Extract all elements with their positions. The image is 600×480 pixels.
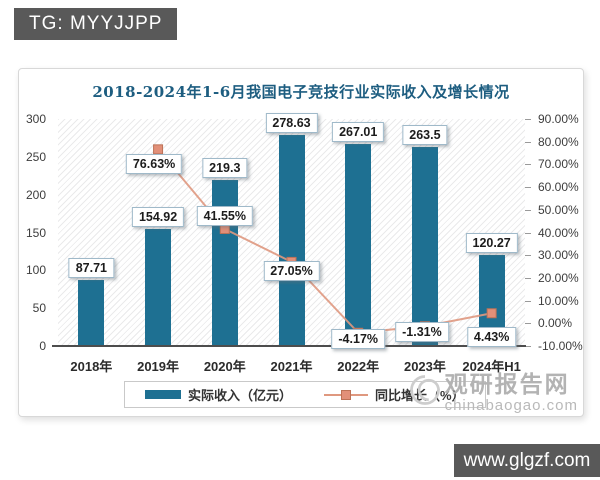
legend-item-revenue: 实际收入（亿元） xyxy=(145,385,292,404)
growth-line xyxy=(153,144,497,338)
growth-value-label: 41.55% xyxy=(196,205,253,226)
bar xyxy=(145,228,172,346)
line-swatch-icon xyxy=(324,389,369,400)
right-axis-tick-mark xyxy=(525,119,531,120)
footer-url-label: www.glgzf.com xyxy=(463,449,591,471)
chart-panel: 2018-2024年1-6月我国电子竞技行业实际收入及增长情况 300 250 20… xyxy=(18,68,584,417)
bar-value-label: 154.92 xyxy=(131,206,185,227)
left-axis-tick-label: 100 xyxy=(25,263,46,278)
left-axis-tick-label: 200 xyxy=(25,187,46,202)
right-axis-tick-label: 70.00% xyxy=(538,157,579,172)
right-axis-tick-label: 20.00% xyxy=(538,270,579,285)
right-axis-tick-mark xyxy=(525,209,531,211)
bar-value-label: 263.5 xyxy=(402,124,448,145)
right-axis-tick-label: -10.00% xyxy=(538,339,583,353)
tg-contact-badge: TG: MYYJJPP xyxy=(14,8,178,40)
growth-value-label: 76.63% xyxy=(125,154,183,175)
watermark-site-url: chinabaogao.com xyxy=(444,397,578,414)
right-axis-tick-label: 0.00% xyxy=(538,316,573,331)
right-axis-tick-mark xyxy=(525,141,531,143)
right-axis-tick-mark xyxy=(525,187,531,189)
bar xyxy=(278,135,305,346)
right-axis-tick-label: 10.00% xyxy=(538,293,579,308)
bar xyxy=(78,279,105,346)
right-axis-tick-label: 80.00% xyxy=(538,134,579,149)
bar xyxy=(411,146,438,346)
bar-value-label: 267.01 xyxy=(332,121,385,142)
right-axis-tick-mark xyxy=(525,232,531,234)
x-axis-label: 2022年 xyxy=(337,359,380,374)
bar-swatch-icon xyxy=(145,390,181,399)
right-axis-tick-label: 90.00% xyxy=(538,112,579,126)
left-axis-tick-label: 150 xyxy=(25,225,46,240)
watermark-logo-icon xyxy=(409,374,440,405)
growth-marker xyxy=(153,144,164,155)
x-axis-label: 2021年 xyxy=(270,359,313,374)
bar-value-label: 87.71 xyxy=(68,257,114,278)
x-axis-label: 2018年 xyxy=(70,359,113,374)
left-axis-tick-label: 0 xyxy=(39,339,46,353)
right-axis-tick-mark xyxy=(525,300,531,302)
x-axis-label: 2024年H1 xyxy=(462,359,521,374)
right-axis-tick-mark xyxy=(525,164,531,166)
legend-label-revenue: 实际收入（亿元） xyxy=(188,388,293,403)
left-axis-tick-label: 50 xyxy=(32,301,46,316)
right-axis-tick-label: 50.00% xyxy=(538,202,579,217)
right-axis-tick-mark xyxy=(525,323,531,325)
right-axis: 90.00% 80.00% 70.00% 60.00% 50.00% 40.00% 30.0… xyxy=(525,112,585,353)
growth-value-label: -1.31% xyxy=(395,322,449,343)
footer-url-badge: www.glgzf.com xyxy=(454,444,600,477)
chart-title: 2018-2024年1-6月我国电子竞技行业实际收入及增长情况 xyxy=(92,83,510,101)
right-axis-tick-mark xyxy=(525,255,531,257)
x-axis-label: 2023年 xyxy=(403,359,446,374)
right-axis-tick-mark xyxy=(525,346,531,347)
growth-value-label: 27.05% xyxy=(263,260,320,281)
plot-area: 87.71 154.92 219.3 278.63 267.01 263.5 120.27 7… xyxy=(58,113,525,349)
bar xyxy=(345,143,372,346)
growth-value-label: 4.43% xyxy=(466,327,517,348)
left-axis: 300 250 200 150 100 50 0 xyxy=(19,112,52,353)
right-axis-tick-label: 30.00% xyxy=(538,248,579,263)
growth-marker xyxy=(486,308,497,319)
right-axis-tick-label: 40.00% xyxy=(538,225,579,240)
left-axis-tick-label: 250 xyxy=(25,149,46,164)
bar-value-label: 219.3 xyxy=(202,158,248,179)
x-axis-label: 2020年 xyxy=(203,359,246,374)
x-axis-labels: 2018年 2019年 2020年 2021年 2022年 2023年 2024年H1 xyxy=(58,356,525,374)
watermark-site-name: 观研报告网 xyxy=(444,371,570,397)
bar-value-label: 278.63 xyxy=(265,113,318,134)
x-axis-label: 2019年 xyxy=(137,359,180,374)
right-axis-tick-label: 60.00% xyxy=(538,180,579,195)
watermark: 观研报告网 chinabaogao.com xyxy=(407,365,578,414)
right-axis-tick-mark xyxy=(525,277,531,279)
bar-value-label: 120.27 xyxy=(465,232,518,253)
tg-contact-label: TG: MYYJJPP xyxy=(29,13,163,34)
left-axis-tick-label: 300 xyxy=(25,112,46,126)
growth-value-label: -4.17% xyxy=(331,328,386,349)
x-axis-line xyxy=(52,345,526,347)
